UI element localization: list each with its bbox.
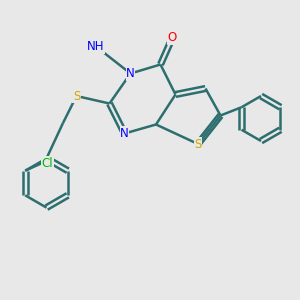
Text: Cl: Cl — [42, 157, 53, 170]
Text: S: S — [194, 137, 202, 151]
Text: N: N — [120, 127, 129, 140]
Text: NH: NH — [87, 40, 105, 53]
Text: S: S — [73, 89, 80, 103]
Text: N: N — [126, 67, 135, 80]
Text: NH: NH — [87, 40, 105, 53]
Text: O: O — [168, 31, 177, 44]
